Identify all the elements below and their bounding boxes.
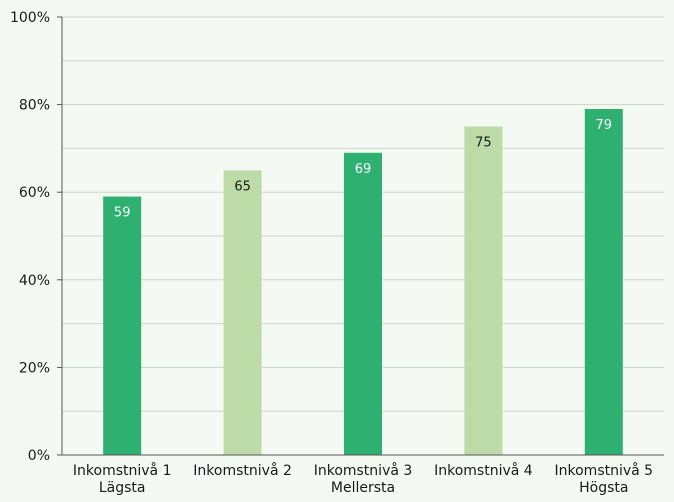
- y-tick-label: 20%: [19, 360, 50, 376]
- x-category-label: Inkomstnivå 3: [314, 462, 413, 479]
- y-tick-label: 100%: [10, 10, 50, 26]
- y-tick-label: 80%: [19, 98, 50, 114]
- x-category-label: Högsta: [579, 480, 628, 496]
- bar: [344, 152, 382, 455]
- bar: [223, 170, 262, 456]
- x-category-label: Lägsta: [99, 480, 146, 496]
- data-label: 75: [475, 136, 492, 151]
- data-label: 59: [114, 206, 131, 221]
- data-label: 65: [234, 179, 251, 194]
- data-label: 69: [355, 162, 372, 177]
- x-category-label: Mellersta: [331, 480, 395, 496]
- bar: [103, 196, 142, 455]
- x-category-label: Inkomstnivå 1: [73, 462, 172, 479]
- y-tick-label: 40%: [19, 273, 50, 289]
- x-category-label: Inkomstnivå 4: [434, 462, 533, 479]
- y-tick-label: 60%: [19, 185, 50, 201]
- x-category-label: Inkomstnivå 2: [193, 462, 292, 479]
- bar: [464, 126, 503, 455]
- x-category-label: Inkomstnivå 5: [555, 462, 654, 479]
- y-tick-label: 0%: [28, 448, 50, 464]
- data-label: 79: [596, 118, 613, 133]
- bar: [584, 108, 623, 455]
